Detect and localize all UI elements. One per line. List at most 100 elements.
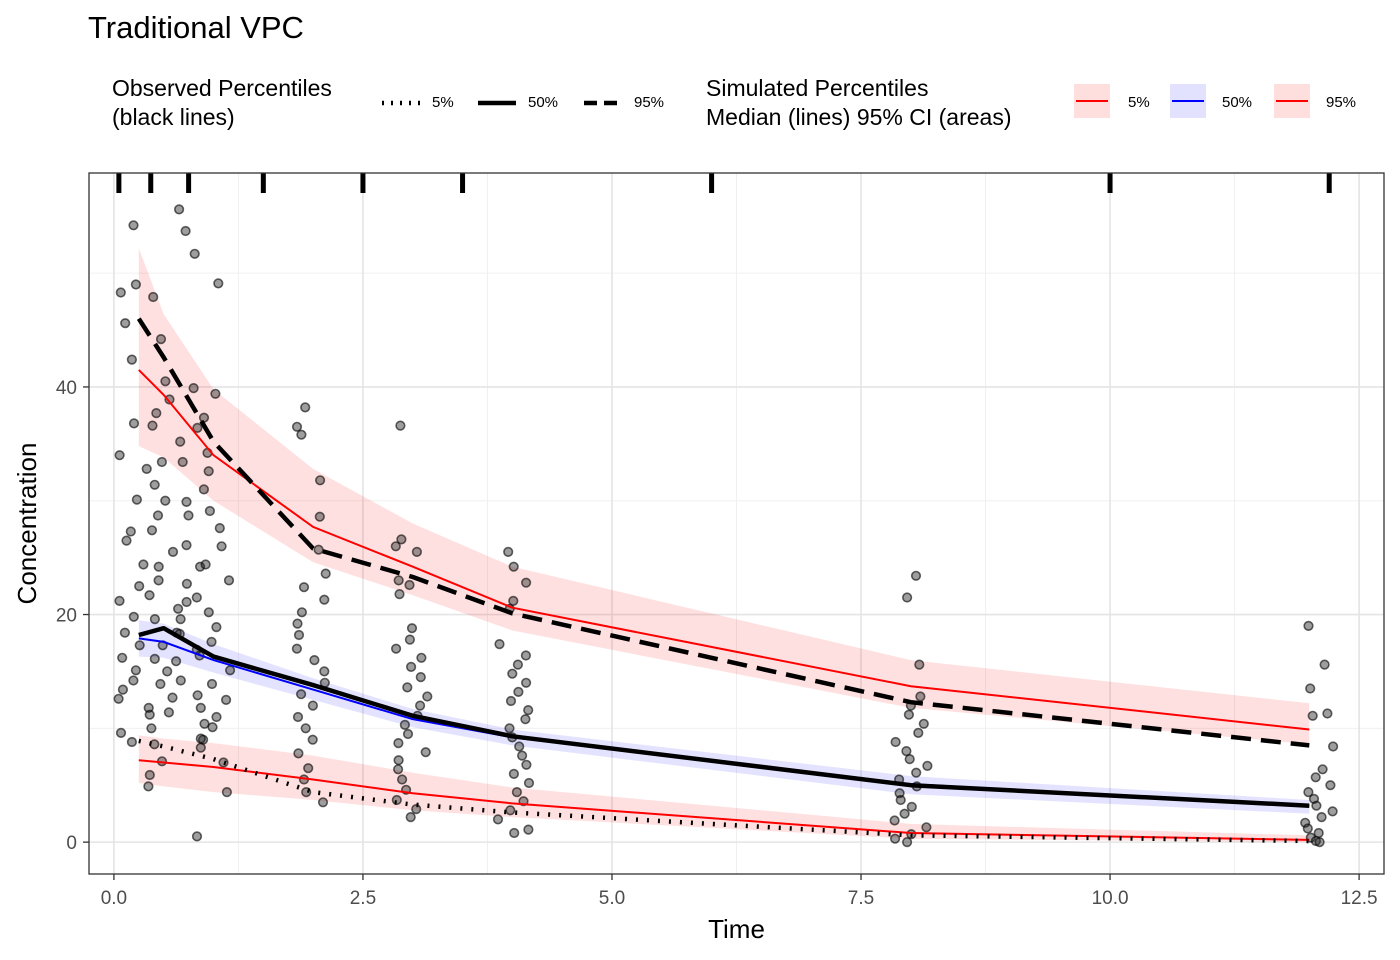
simulated-legend-title-line2: Median (lines) 95% CI (areas)	[706, 104, 1012, 130]
observed-point	[293, 748, 304, 759]
observed-point	[126, 736, 137, 748]
observed-point	[393, 764, 404, 775]
observed-point	[173, 603, 184, 614]
observed-point	[523, 777, 535, 789]
observed-point	[160, 495, 171, 506]
observed-point	[1314, 836, 1325, 848]
observed-point	[180, 225, 191, 237]
observed-point	[149, 613, 160, 625]
observed-point	[320, 568, 331, 579]
observed-point	[175, 613, 186, 625]
observed-point	[147, 420, 158, 431]
observed-point	[520, 577, 532, 588]
observed-point	[415, 671, 426, 683]
observed-point	[399, 719, 411, 731]
observed-point	[211, 711, 222, 723]
observed-point	[494, 638, 505, 650]
observed-point	[296, 607, 308, 618]
observed-point	[144, 709, 155, 720]
observed-point	[315, 475, 326, 486]
observed-point	[422, 691, 433, 702]
observed-point	[411, 803, 422, 815]
observed-point	[181, 578, 192, 589]
observed-point	[225, 665, 236, 676]
observed-point	[899, 808, 910, 819]
observed-point	[292, 711, 304, 723]
observed-point	[505, 805, 516, 816]
plot-border	[88, 172, 1385, 875]
observed-point	[128, 418, 140, 429]
observed-point	[397, 774, 408, 785]
observed-point	[128, 220, 139, 231]
observed-point	[223, 575, 235, 586]
observed-point	[181, 539, 192, 551]
observed-point	[507, 668, 518, 679]
simulated-legend-label-5: 5%	[1128, 94, 1150, 111]
observed-point	[119, 627, 130, 638]
observed-point	[131, 494, 142, 505]
observed-point	[307, 734, 318, 745]
simulated-legend-label-50: 50%	[1222, 94, 1253, 111]
observed-point	[155, 678, 166, 690]
observed-point	[391, 794, 402, 806]
observed-point	[203, 607, 214, 618]
observed-point	[146, 525, 158, 536]
observed-point	[200, 559, 211, 570]
observed-point	[1307, 710, 1318, 721]
obs-percentile-line-50	[138, 625, 1310, 808]
observed-point	[1302, 823, 1313, 834]
observed-points-group	[191, 278, 236, 798]
observed-point	[503, 546, 514, 558]
y-axis-title: Concentration	[12, 443, 42, 605]
sim-median-line-95	[138, 369, 1310, 731]
observed-point	[144, 769, 155, 781]
observed-point	[317, 797, 329, 808]
observed-point	[523, 704, 534, 716]
observed-point	[309, 654, 320, 666]
observed-point	[889, 815, 900, 826]
observed-point	[901, 836, 913, 848]
observed-point	[915, 691, 926, 702]
observed-point	[411, 546, 423, 558]
observed-point	[195, 561, 206, 572]
observed-point	[516, 750, 528, 761]
observed-point	[121, 535, 132, 546]
observed-point	[319, 594, 330, 605]
observed-point	[149, 479, 160, 490]
observed-point	[134, 640, 145, 651]
x-tick-label: 2.5	[350, 888, 376, 909]
observed-point	[141, 463, 152, 475]
observed-point	[404, 579, 415, 591]
observed-point	[520, 714, 531, 725]
observed-point	[177, 456, 188, 468]
observed-point	[296, 429, 307, 440]
sim-ci-band-95	[138, 248, 1310, 745]
observed-point	[153, 561, 164, 572]
observed-point	[171, 656, 182, 667]
observed-legend-label-50: 50%	[528, 94, 559, 111]
observed-point	[1303, 786, 1314, 798]
observed-point	[889, 833, 901, 844]
observed-point	[505, 695, 517, 707]
x-tick-label: 10.0	[1092, 888, 1129, 909]
observed-point	[175, 436, 186, 447]
observed-point	[402, 728, 414, 740]
x-axis-title: Time	[708, 914, 765, 944]
observed-point	[1322, 708, 1333, 719]
observed-point	[167, 692, 178, 703]
observed-point	[218, 757, 229, 768]
observed-point	[396, 534, 407, 545]
observed-points-group	[143, 204, 186, 792]
sim-median-line-5	[138, 759, 1310, 841]
observed-point	[134, 580, 145, 592]
observed-points-group	[113, 220, 155, 748]
observed-points-group	[171, 225, 210, 842]
observed-point	[293, 629, 305, 641]
observed-point	[508, 561, 519, 572]
observed-point	[151, 408, 162, 419]
observed-point	[511, 786, 523, 798]
observed-point	[393, 755, 404, 766]
observed-point	[291, 643, 303, 654]
observed-legend-title-line1: Observed Percentiles	[112, 75, 332, 101]
